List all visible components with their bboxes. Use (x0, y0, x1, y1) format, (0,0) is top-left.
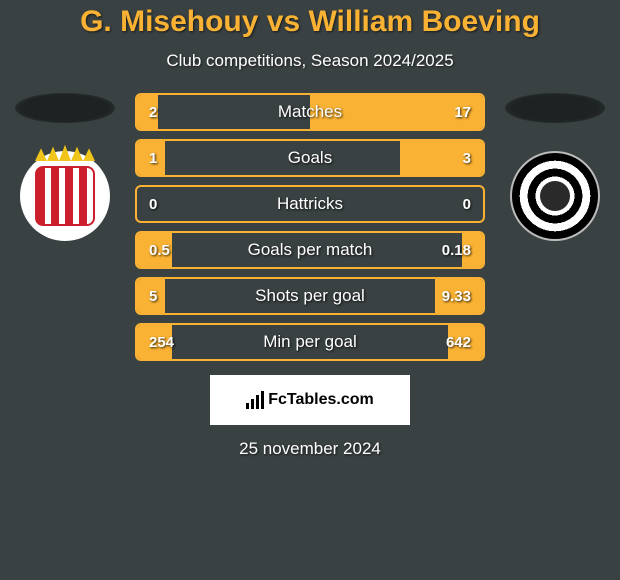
stat-value-right: 642 (446, 334, 471, 351)
stats-column: 2 Matches 17 1 Goals 3 0 Hattricks 0 0.5 Goals per… (135, 93, 485, 369)
date-label: 25 november 2024 (239, 439, 381, 459)
sturm-center-icon (540, 181, 570, 211)
stat-bar: 0.5 Goals per match 0.18 (135, 231, 485, 269)
crown-icon (35, 143, 95, 161)
stat-bar: 254 Min per goal 642 (135, 323, 485, 361)
stat-value-right: 3 (463, 150, 471, 167)
stat-value-left: 254 (149, 334, 174, 351)
watermark: FcTables.com (210, 375, 410, 425)
stat-value-left: 1 (149, 150, 157, 167)
stat-value-left: 0 (149, 196, 157, 213)
comparison-card: G. Misehouy vs William Boeving Club comp… (0, 0, 620, 580)
player-silhouette-right (505, 93, 605, 123)
stat-label: Matches (278, 102, 342, 122)
stat-bar: 0 Hattricks 0 (135, 185, 485, 223)
stat-bar: 2 Matches 17 (135, 93, 485, 131)
stat-label: Goals (288, 148, 332, 168)
subtitle: Club competitions, Season 2024/2025 (166, 51, 453, 71)
girona-stripes (35, 166, 95, 226)
page-title: G. Misehouy vs William Boeving (80, 5, 540, 39)
bars-icon (246, 391, 264, 409)
stat-value-right: 0.18 (442, 242, 471, 259)
body-row: 2 Matches 17 1 Goals 3 0 Hattricks 0 0.5 Goals per… (0, 93, 620, 369)
stat-label: Min per goal (263, 332, 357, 352)
stat-label: Shots per goal (255, 286, 365, 306)
left-player-col (15, 93, 115, 241)
girona-logo (20, 151, 110, 241)
stat-value-left: 0.5 (149, 242, 170, 259)
stat-value-right: 0 (463, 196, 471, 213)
stat-value-right: 17 (454, 104, 471, 121)
stat-bar: 5 Shots per goal 9.33 (135, 277, 485, 315)
right-player-col (505, 93, 605, 241)
stat-value-left: 5 (149, 288, 157, 305)
player-silhouette-left (15, 93, 115, 123)
stat-label: Goals per match (248, 240, 373, 260)
stat-bar: 1 Goals 3 (135, 139, 485, 177)
watermark-text: FcTables.com (268, 391, 374, 409)
stat-label: Hattricks (277, 194, 343, 214)
stat-value-right: 9.33 (442, 288, 471, 305)
stat-value-left: 2 (149, 104, 157, 121)
sturm-graz-logo (510, 151, 600, 241)
